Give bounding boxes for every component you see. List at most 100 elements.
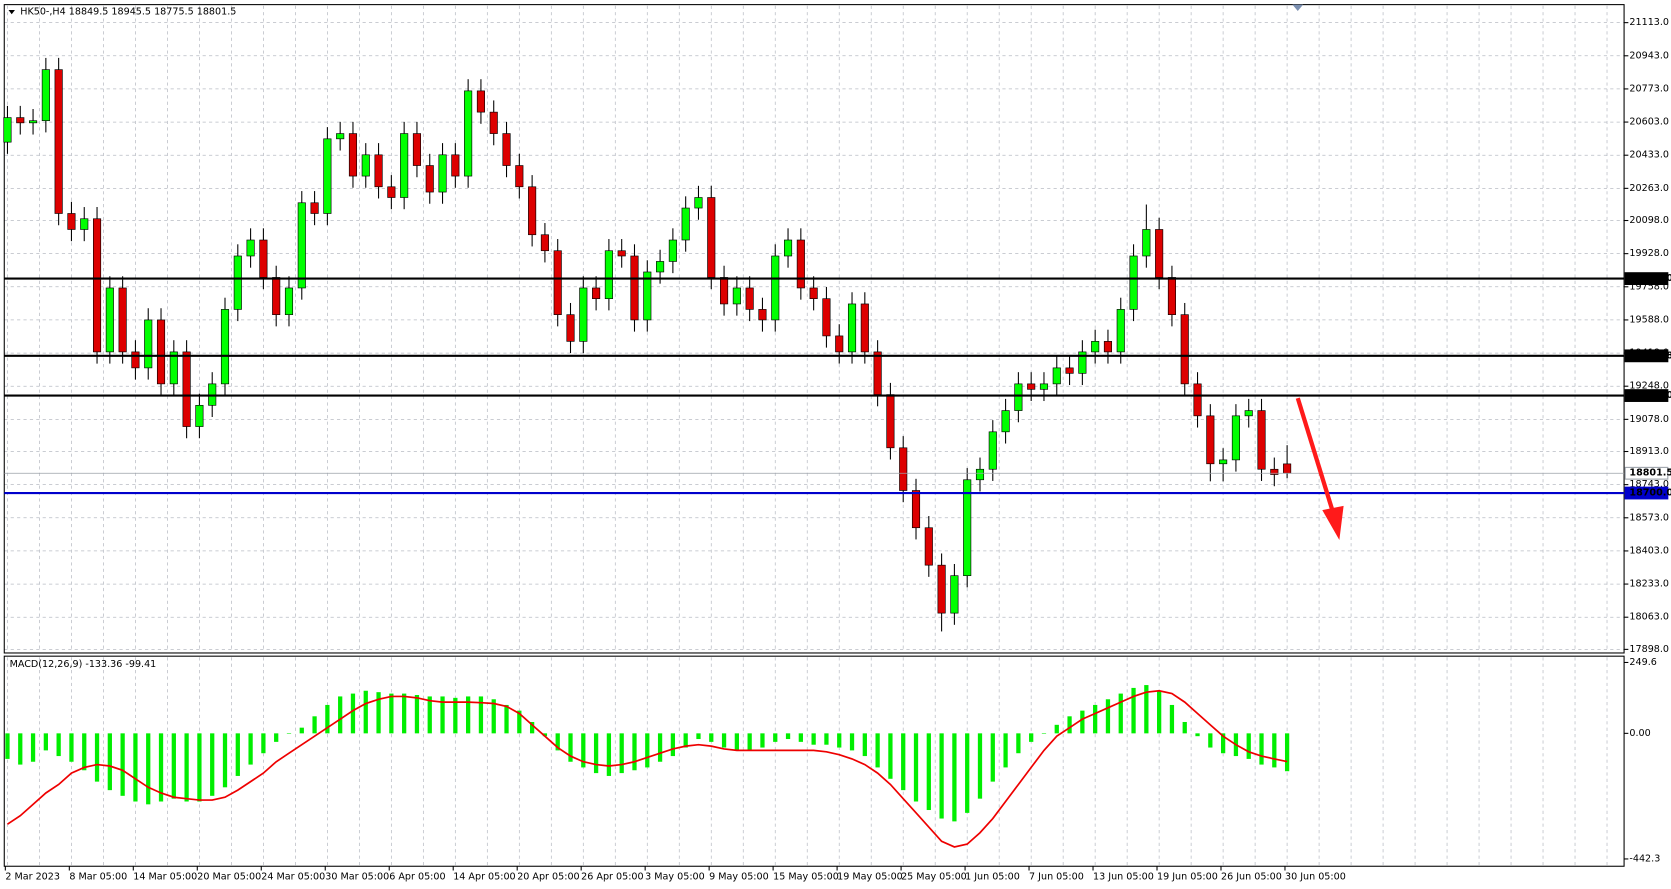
y-tick-label: 19588.0 — [1629, 314, 1669, 325]
macd-bar — [427, 696, 432, 734]
macd-bar — [785, 733, 791, 740]
candle-body — [630, 255, 639, 321]
signal-line — [6, 689, 1288, 848]
candle-body — [720, 277, 729, 305]
candle-body — [1142, 229, 1151, 257]
y-tick-label: 18403.0 — [1629, 545, 1669, 556]
macd-bar — [466, 696, 471, 734]
macd-bar — [901, 733, 906, 791]
macd-bar — [529, 721, 535, 734]
macd-bar — [1182, 721, 1187, 734]
candle-body — [1078, 351, 1087, 374]
candle-body — [1283, 463, 1292, 474]
candle-body — [1052, 367, 1061, 385]
y-tick-label: 18233.0 — [1629, 579, 1669, 590]
candle-body — [809, 287, 818, 300]
x-tick-label: 20 Mar 05:00 — [197, 871, 261, 882]
level-label: 19800.0 — [1629, 273, 1671, 284]
macd-bar — [1029, 733, 1034, 742]
candle-body — [323, 138, 332, 214]
candle-body — [233, 255, 242, 310]
candle-body — [476, 90, 485, 113]
candle-body — [566, 314, 575, 342]
y-tick-label: 19928.0 — [1629, 248, 1669, 259]
macd-bar — [1157, 690, 1162, 734]
macd-bar — [18, 733, 23, 765]
level-label: 19403.8 — [1629, 350, 1671, 361]
level-label-box — [1624, 486, 1669, 500]
macd-bar — [30, 733, 36, 762]
macd-bar — [453, 697, 458, 734]
macd-bar — [1208, 733, 1213, 748]
macd-bar — [606, 733, 612, 776]
macd-bar — [325, 704, 330, 734]
macd-bar — [593, 733, 599, 774]
candle-body — [1219, 459, 1228, 465]
macd-bar — [5, 733, 10, 759]
macd-bar — [1093, 704, 1098, 734]
macd-bar — [158, 733, 164, 802]
macd-bar — [299, 727, 304, 734]
candle-body — [656, 261, 665, 273]
annotation-arrow-head — [1322, 505, 1344, 540]
candle-body — [1206, 415, 1215, 465]
candle-body — [911, 490, 921, 529]
y-tick-label: 21113.0 — [1629, 17, 1669, 28]
candle-body — [1231, 415, 1240, 461]
candle-body — [617, 250, 626, 257]
macd-bar — [542, 733, 548, 737]
macd-bar — [555, 733, 560, 751]
macd-bar — [184, 733, 189, 802]
x-tick-label: 26 Apr 05:00 — [581, 871, 643, 882]
candle-body — [195, 404, 204, 427]
candle-body — [310, 202, 319, 214]
candle-body — [847, 303, 857, 353]
candle-body — [1091, 341, 1100, 353]
main-panel — [3, 4, 1625, 654]
macd-bar — [222, 733, 228, 788]
x-tick-label: 2 Mar 2023 — [5, 871, 60, 882]
x-tick-label: 6 Apr 05:00 — [389, 871, 445, 882]
candle-body — [1103, 341, 1113, 353]
candle-body — [272, 277, 281, 315]
y-tick-label: 18573.0 — [1629, 512, 1669, 523]
candle-body — [259, 239, 268, 278]
x-tick-label: 19 Jun 05:00 — [1157, 871, 1218, 882]
candle-body — [860, 303, 869, 353]
candle-body — [118, 287, 127, 353]
macd-bar — [952, 733, 957, 822]
candle-body — [92, 218, 102, 353]
macd-bar — [1144, 685, 1149, 734]
y-tick-label: 17898.0 — [1629, 644, 1669, 655]
macd-bar — [478, 696, 484, 734]
x-tick-label: 8 Mar 05:00 — [69, 871, 127, 882]
candle-body — [425, 165, 434, 193]
y-tick-label: 20603.0 — [1629, 117, 1669, 128]
macd-bar — [1272, 733, 1277, 768]
macd-bar — [491, 699, 496, 734]
macd-bar — [939, 733, 944, 819]
menu-triangle[interactable] — [8, 9, 15, 15]
candle-body — [451, 154, 460, 177]
macd-bar — [69, 733, 74, 762]
y-tick-label: 20773.0 — [1629, 83, 1669, 94]
y-tick-label: 20943.0 — [1629, 50, 1669, 61]
candle-body — [924, 527, 933, 566]
macd-bar — [171, 733, 176, 799]
candle-body — [796, 239, 805, 289]
candle-body — [732, 287, 741, 305]
candle-body — [54, 69, 63, 214]
macd-bar — [43, 733, 48, 751]
chart-title: HK50-,H4 18849.5 18945.5 18775.5 18801.5 — [20, 7, 236, 18]
x-tick-label: 19 May 05:00 — [837, 871, 903, 882]
candle-body — [1193, 383, 1202, 417]
candle-body — [374, 154, 383, 188]
candle-body — [1270, 468, 1279, 475]
candle-body — [835, 335, 844, 353]
candle-body — [105, 287, 114, 353]
macd-bar — [82, 733, 87, 771]
x-tick-label: 30 Jun 05:00 — [1285, 871, 1346, 882]
macd-bar — [862, 733, 867, 757]
